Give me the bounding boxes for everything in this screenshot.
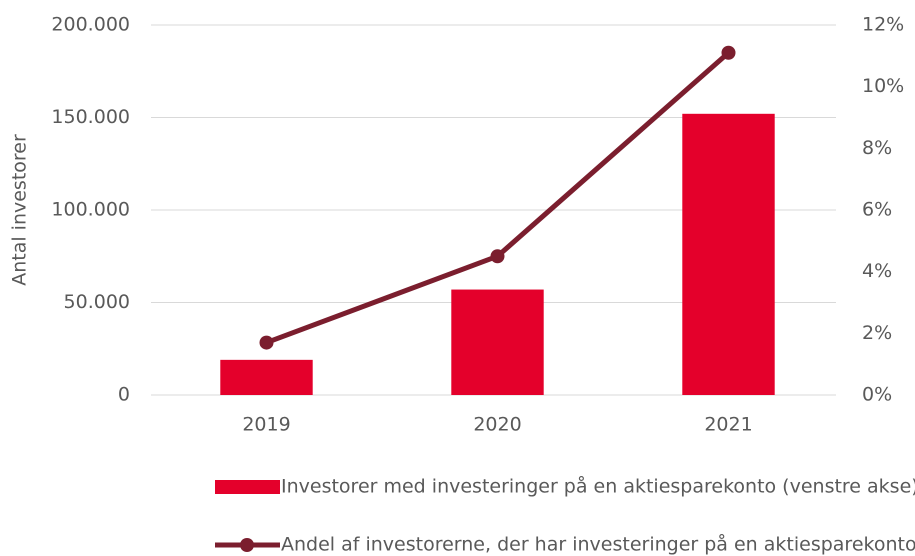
y2-tick-label: 6% [862,199,892,221]
y-tick-label: 50.000 [64,291,130,313]
y2-tick-label: 0% [862,384,892,406]
y-tick-label: 200.000 [51,14,130,36]
bar [682,113,775,396]
legend-swatch [215,480,280,494]
y-tick-label: 0 [118,384,130,406]
line-marker [490,249,505,264]
legend-label: Andel af investorerne, der har investeri… [281,533,915,556]
x-tick-label: 2021 [704,414,752,436]
y2-tick-label: 4% [862,260,892,282]
x-tick-label: 2020 [473,414,521,436]
bar [220,359,313,395]
y-tick-label: 150.000 [51,106,130,128]
legend-marker [240,538,254,552]
y2-tick-label: 2% [862,322,892,344]
bar [451,289,544,395]
y2-tick-label: 10% [862,75,904,97]
line-marker [259,335,274,350]
line-marker [721,45,736,60]
y-tick-label: 100.000 [51,199,130,221]
y-axis-label: Antal investorer [9,134,31,286]
x-tick-label: 2019 [242,414,290,436]
y2-tick-label: 8% [862,137,892,159]
y2-tick-label: 12% [862,14,904,36]
legend-label: Investorer med investeringer på en aktie… [281,475,915,498]
